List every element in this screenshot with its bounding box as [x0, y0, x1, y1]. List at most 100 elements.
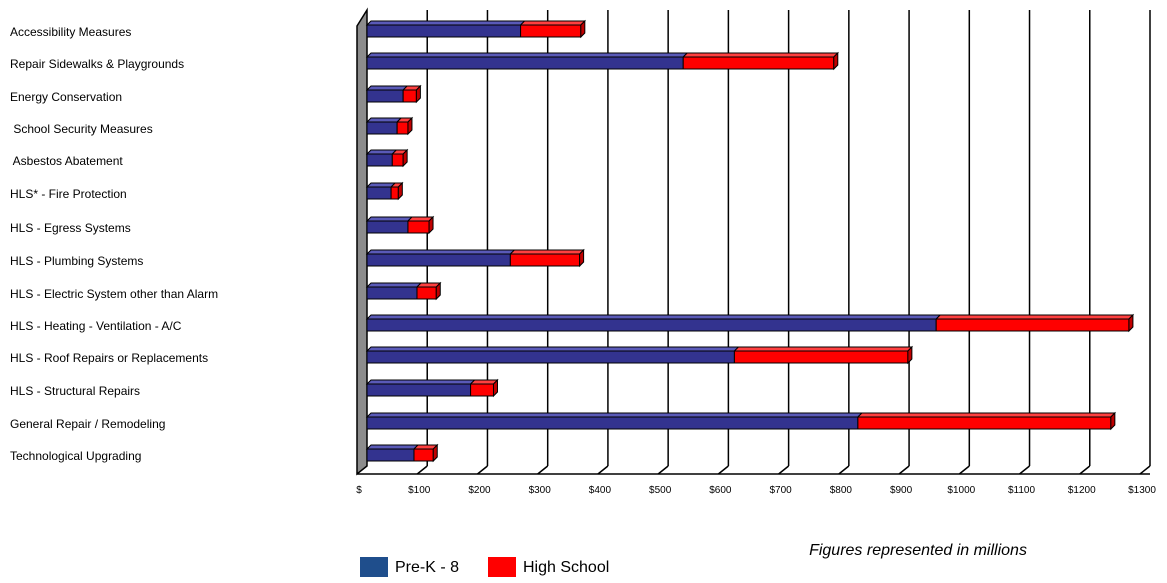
category-label: HLS - Electric System other than Alarm: [10, 287, 218, 301]
bar-hs: [935, 318, 1130, 332]
gridline-floor: [657, 465, 669, 475]
category-label: Accessibility Measures: [10, 25, 131, 39]
gridline-floor: [958, 465, 970, 475]
bar-prek-top: [365, 20, 526, 26]
bar-hs: [857, 416, 1112, 430]
x-tick-label: $200: [468, 485, 491, 496]
bar-prek-top: [365, 379, 476, 385]
chart-annotation: Figures represented in millions: [809, 542, 1027, 559]
x-tick-label: $100: [408, 485, 431, 496]
bar-prek: [366, 286, 418, 300]
bar-prek-top: [365, 182, 397, 188]
bar-hs: [520, 24, 582, 38]
bar-hs: [733, 350, 909, 364]
category-label: Repair Sidewalks & Playgrounds: [10, 57, 184, 71]
legend: Pre-K - 8 High School: [360, 557, 609, 577]
bar-hs-end: [415, 84, 421, 104]
bar-prek: [366, 153, 393, 167]
gridline-floor: [778, 465, 790, 475]
category-label: HLS - Structural Repairs: [10, 384, 140, 398]
legend-swatch: [488, 557, 516, 577]
bar-hs-end: [579, 248, 585, 268]
category-label: Asbestos Abatement: [10, 154, 123, 168]
x-tick-label: $1200: [1068, 485, 1096, 496]
x-tick-label: $1000: [947, 485, 975, 496]
bar-prek: [366, 416, 859, 430]
bar-prek-top: [365, 249, 516, 255]
bar-hs: [470, 383, 494, 397]
legend-label: High School: [523, 559, 609, 576]
bar-hs-end: [428, 215, 434, 235]
bar-prek-top: [365, 216, 414, 222]
bar-prek: [366, 121, 398, 135]
bar-prek: [366, 448, 415, 462]
bar-prek: [366, 318, 937, 332]
bar-hs: [391, 153, 404, 167]
bar-prek-top: [365, 444, 420, 450]
bar-prek: [366, 383, 472, 397]
gridline-floor: [717, 465, 729, 475]
gridline-floor: [1139, 465, 1151, 475]
gridline-floor: [1019, 465, 1031, 475]
bar-prek-top: [365, 85, 409, 91]
bar-prek: [366, 56, 684, 70]
x-tick-label: $800: [830, 485, 853, 496]
bar-hs: [509, 253, 581, 267]
axis-wall: [356, 7, 1150, 476]
x-tick-label: $700: [769, 485, 792, 496]
bar-hs-end: [833, 51, 839, 71]
bar-prek-top: [365, 412, 864, 418]
bar-hs-top: [934, 314, 1135, 320]
bar-hs-end: [1110, 411, 1116, 431]
side-wall: [356, 7, 368, 476]
category-label: General Repair / Remodeling: [10, 417, 165, 431]
x-tick-label: $400: [589, 485, 612, 496]
gridline-floor: [1079, 465, 1091, 475]
bar-hs: [407, 220, 430, 234]
x-tick-label: $1300: [1128, 485, 1156, 496]
bar-prek-top: [365, 117, 403, 123]
bar-hs-top: [519, 20, 587, 26]
category-label: HLS - Egress Systems: [10, 221, 131, 235]
category-label: HLS - Plumbing Systems: [10, 254, 143, 268]
bar-hs-end: [432, 443, 438, 463]
bar-hs-end: [407, 116, 413, 136]
bar-prek: [366, 24, 522, 38]
bar-prek: [366, 186, 392, 200]
x-tick-labels: $ $100 $200 $300 $400 $500 $600 $700 $800 $900 $10…: [356, 485, 1156, 496]
bar-hs: [390, 186, 399, 200]
bar-prek-top: [365, 282, 423, 288]
bars: [365, 19, 1135, 463]
bar-hs-top: [682, 52, 839, 58]
x-tick-label: $1100: [1008, 485, 1036, 496]
gridline-floor: [597, 465, 609, 475]
category-label: Energy Conservation: [10, 90, 122, 104]
bar-prek-top: [365, 314, 942, 320]
legend-swatch: [360, 557, 388, 577]
legend-label: Pre-K - 8: [395, 559, 459, 576]
gridline-floor: [838, 465, 850, 475]
bar-hs-top: [856, 412, 1117, 418]
bar-prek-top: [365, 52, 689, 58]
bar-hs: [396, 121, 409, 135]
gridlines: [416, 10, 1151, 475]
gridline-floor: [537, 465, 549, 475]
gridline-floor: [898, 465, 910, 475]
gridline-floor: [416, 465, 428, 475]
bar-prek: [366, 350, 735, 364]
bar-hs-end: [1128, 313, 1134, 333]
gridline-floor: [476, 465, 488, 475]
x-tick-label: $300: [529, 485, 552, 496]
bar-prek: [366, 220, 409, 234]
category-labels: Accessibility Measures Repair Sidewalks &…: [10, 25, 218, 463]
x-tick-label: $600: [709, 485, 732, 496]
bar-hs-end: [402, 148, 408, 168]
bar-hs-end: [397, 181, 403, 201]
category-label: Technological Upgrading: [10, 449, 141, 463]
bar-hs: [402, 89, 417, 103]
category-label: School Security Measures: [10, 122, 153, 136]
bar-hs: [413, 448, 434, 462]
bar-hs: [416, 286, 437, 300]
